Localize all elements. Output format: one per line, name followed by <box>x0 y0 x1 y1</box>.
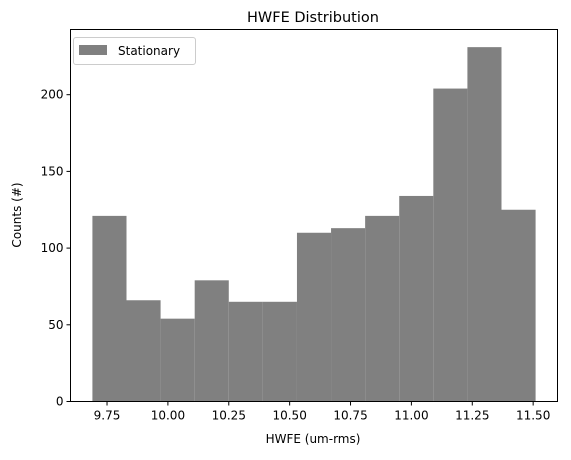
x-axis: 9.75 10.00 10.25 10.50 10.75 11.00 11.25 11.50 <box>94 401 550 423</box>
legend-label: Stationary <box>118 44 180 58</box>
histogram-bar <box>501 209 536 402</box>
histogram-bar <box>331 228 366 402</box>
x-tick-label: 11.00 <box>394 409 428 423</box>
histogram-bar <box>433 88 468 402</box>
histogram-bar <box>126 300 161 402</box>
bars-layer <box>92 47 536 402</box>
y-tick-label: 50 <box>48 318 63 332</box>
histogram-bar <box>160 318 195 402</box>
y-tick-label: 0 <box>56 395 64 409</box>
y-tick-label: 100 <box>41 241 64 255</box>
legend-swatch <box>79 45 107 55</box>
histogram-bar <box>228 301 263 402</box>
histogram-bar <box>365 215 400 402</box>
x-tick-label: 9.75 <box>94 409 121 423</box>
histogram-bar <box>194 280 229 402</box>
plot-frame <box>70 29 558 402</box>
x-axis-label: HWFE (um-rms) <box>266 432 361 446</box>
y-axis: 0 50 100 150 200 <box>41 88 71 409</box>
y-axis-label: Counts (#) <box>10 182 24 247</box>
histogram-bar <box>262 301 297 402</box>
y-tick-label: 150 <box>41 164 64 178</box>
x-tick-label: 10.00 <box>151 409 185 423</box>
x-tick-label: 10.75 <box>333 409 367 423</box>
histogram-bar <box>399 195 434 402</box>
histogram-bar <box>467 47 502 402</box>
legend: Stationary <box>73 37 196 65</box>
chart-title: HWFE Distribution <box>247 10 379 26</box>
x-tick-label: 11.25 <box>455 409 489 423</box>
x-tick-label: 10.25 <box>212 409 246 423</box>
x-tick-label: 10.50 <box>272 409 306 423</box>
legend-box <box>73 37 196 65</box>
histogram-bar <box>92 215 127 402</box>
histogram-bar <box>296 232 332 402</box>
y-tick-label: 200 <box>41 88 64 102</box>
x-tick-label: 11.50 <box>516 409 550 423</box>
